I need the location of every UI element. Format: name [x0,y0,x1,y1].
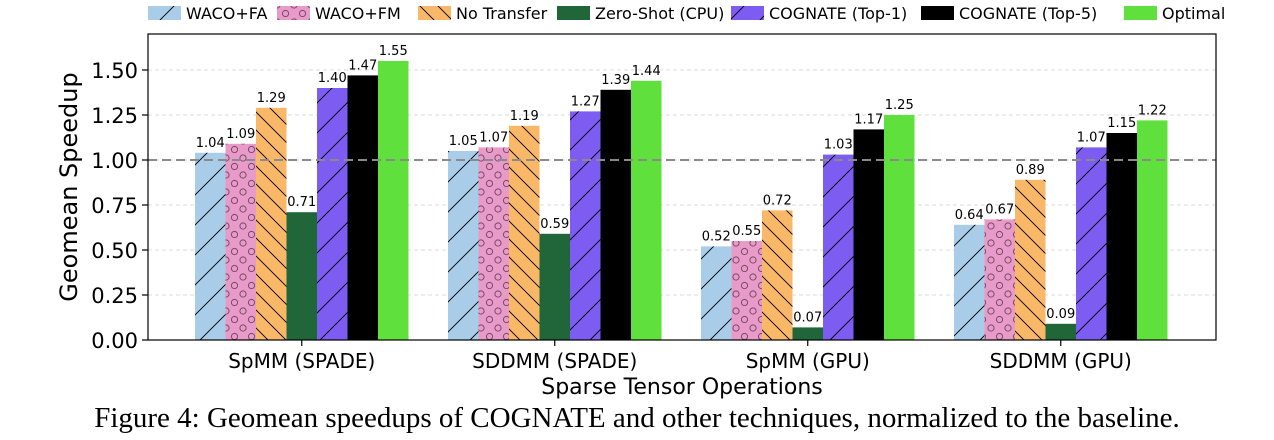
legend-swatch-pattern-4 [731,6,764,20]
value-label-3-3: 0.09 [1046,307,1075,322]
value-labels: 1.04 1.05 0.52 0.64 1.09 1.07 0.55 0.67 1.29 1.19… [196,44,1167,325]
legend-swatch-3 [557,6,590,20]
value-label-6-3: 1.22 [1138,103,1167,118]
bar-pattern-2-2 [762,210,793,340]
value-label-2-0: 1.29 [257,91,286,106]
value-label-0-1: 1.05 [449,134,478,149]
legend-label-6: Optimal [1162,4,1225,23]
value-label-5-3: 1.15 [1107,116,1136,131]
value-label-1-2: 0.55 [732,224,761,239]
value-label-5-2: 1.17 [854,112,883,127]
y-tick-label-4: 1.00 [91,149,138,173]
axes: 0.00 0.25 0.50 0.75 1.00 1.25 1.50 SpMM (SPADE)… [91,33,1217,373]
x-tick-label-2: SpMM (GPU) [746,349,870,373]
legend-swatch-pattern-0 [148,6,181,20]
bar-5-2 [853,129,884,340]
legend-swatch-pattern-2 [418,6,451,20]
bar-6-2 [884,115,915,340]
bar-pattern-1-2 [731,241,762,340]
bar-3-1 [539,233,570,340]
bar-6-1 [631,80,662,341]
bar-pattern-2-0 [256,107,287,340]
value-label-0-3: 0.64 [955,208,984,223]
bar-pattern-2-1 [509,125,540,340]
bar-pattern-1-3 [984,219,1015,340]
legend-label-1: WACO+FM [315,4,401,23]
bar-pattern-0-2 [701,246,732,340]
x-tick-label-3: SDDMM (GPU) [990,349,1132,373]
value-label-2-2: 0.72 [763,193,792,208]
legend-swatch-5 [921,6,954,20]
y-tick-label-1: 0.25 [91,284,138,308]
bar-pattern-1-0 [225,143,256,340]
value-label-6-0: 1.55 [379,44,408,59]
value-label-3-1: 0.59 [540,217,569,232]
figure-caption: Figure 4: Geomean speedups of COGNATE an… [94,402,1180,434]
x-tick-label-0: SpMM (SPADE) [228,349,375,373]
value-label-6-2: 1.25 [885,98,914,113]
legend-swatch-pattern-1 [277,6,310,20]
bar-5-1 [600,89,631,340]
legend-label-0: WACO+FA [186,4,268,23]
value-label-6-1: 1.44 [632,64,661,79]
bar-5-0 [347,75,378,341]
bar-6-0 [378,61,409,340]
value-label-4-3: 1.07 [1077,130,1106,145]
bar-3-0 [286,212,317,340]
bar-pattern-0-3 [954,224,985,340]
value-label-2-3: 0.89 [1016,163,1045,178]
bar-pattern-1-1 [478,147,509,340]
bar-3-3 [1045,323,1076,340]
bar-6-3 [1137,120,1168,341]
legend: WACO+FA WACO+FM No Transfer Zero-Shot (CPU)… [148,4,1225,23]
bar-pattern-4-3 [1076,147,1107,340]
legend-swatch-6 [1124,6,1157,20]
bar-pattern-0-0 [195,152,226,340]
bar-pattern-2-3 [1015,179,1046,340]
value-label-3-0: 0.71 [287,195,316,210]
value-label-4-1: 1.27 [571,94,600,109]
x-tick-label-1: SDDMM (SPADE) [472,349,637,373]
value-label-0-0: 1.04 [196,136,225,151]
value-label-4-2: 1.03 [824,138,853,153]
bar-pattern-4-0 [317,88,348,340]
value-label-4-0: 1.40 [318,71,347,86]
value-label-0-2: 0.52 [702,229,731,244]
value-label-5-1: 1.39 [601,73,630,88]
y-tick-label-2: 0.50 [91,239,138,263]
y-axis-label: Geomean Speedup [55,72,83,301]
legend-label-2: No Transfer [456,4,548,23]
x-axis-label: Sparse Tensor Operations [541,375,823,400]
bar-3-2 [792,327,823,340]
value-label-2-1: 1.19 [510,109,539,124]
legend-label-5: COGNATE (Top-5) [959,4,1097,23]
y-tick-label-3: 0.75 [91,194,138,218]
legend-label-4: COGNATE (Top-1) [769,4,907,23]
bar-pattern-0-1 [448,151,479,340]
plot-frame [147,33,1217,341]
y-tick-label-5: 1.25 [91,104,138,128]
bar-5-3 [1106,133,1137,340]
value-label-3-2: 0.07 [793,310,822,325]
y-tick-label-0: 0.00 [91,329,138,353]
bars [195,61,1168,341]
value-label-1-3: 0.67 [985,202,1014,217]
value-label-5-0: 1.47 [348,58,377,73]
bar-pattern-4-1 [570,111,601,341]
bar-pattern-4-2 [823,154,854,340]
value-label-1-0: 1.09 [226,127,255,142]
y-tick-label-6: 1.50 [91,59,138,83]
legend-label-3: Zero-Shot (CPU) [595,4,724,23]
value-label-1-1: 1.07 [479,130,508,145]
